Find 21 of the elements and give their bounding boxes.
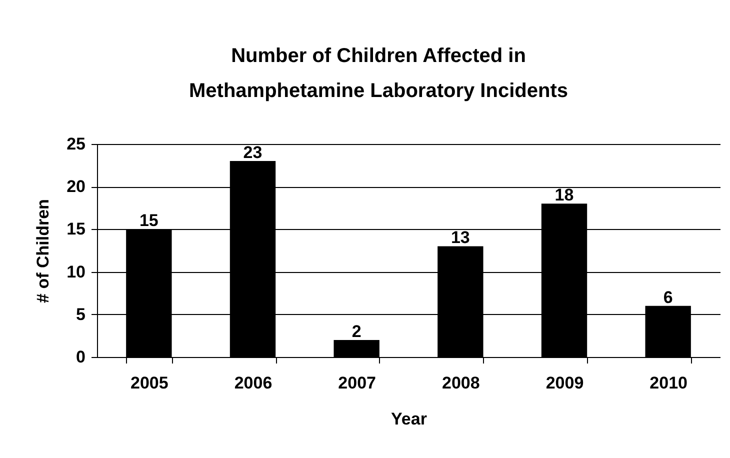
chart-title: Number of Children Affected in Methamphetamine Laboratory Incidents <box>189 45 568 102</box>
x-tick-label: 2005 <box>130 374 168 392</box>
x-axis-title: Year <box>391 410 428 428</box>
data-label: 6 <box>663 288 673 307</box>
y-tick-label: 0 <box>76 348 86 366</box>
y-tick-label: 25 <box>66 134 86 154</box>
y-axis-title: # of Children <box>34 199 53 303</box>
y-tick-label: 10 <box>66 262 86 282</box>
x-tick-label: 2007 <box>338 374 376 392</box>
data-label: 23 <box>243 143 262 162</box>
data-label: 13 <box>450 228 470 248</box>
data-label: 15 <box>139 211 158 230</box>
y-tick-label: 15 <box>66 220 86 239</box>
x-tick-label: 2006 <box>234 374 272 392</box>
x-tick-label: 2008 <box>442 374 480 392</box>
y-tick-label: 20 <box>66 177 86 196</box>
x-tick-label: 2009 <box>546 374 584 392</box>
data-label: 18 <box>554 186 574 205</box>
x-tick-label: 2010 <box>650 374 688 392</box>
y-tick-label: 5 <box>76 304 86 324</box>
data-label: 2 <box>352 322 362 341</box>
